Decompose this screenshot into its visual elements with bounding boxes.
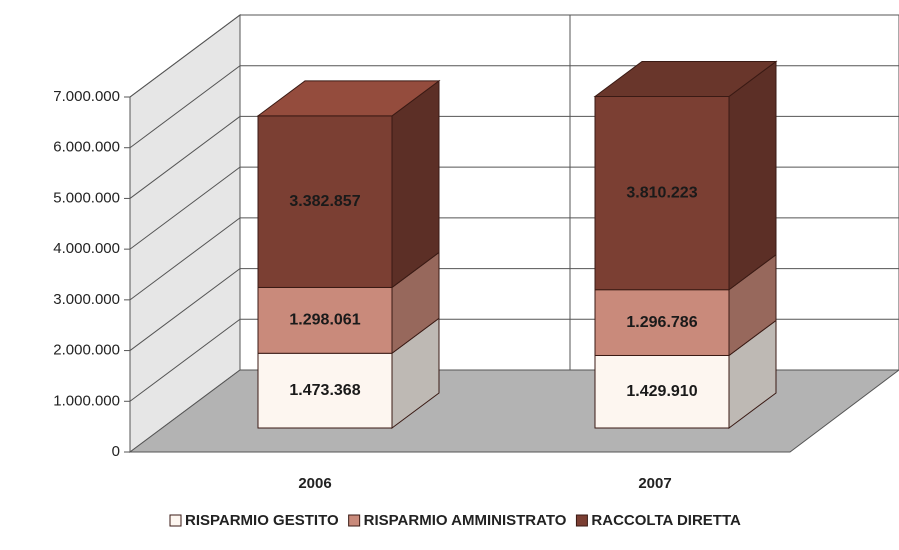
legend-swatch — [575, 514, 588, 527]
legend-item: RACCOLTA DIRETTA — [575, 512, 741, 529]
legend-item: RISPARMIO GESTITO — [169, 512, 339, 529]
y-tick-label: 4.000.000 — [53, 240, 120, 257]
bar — [257, 352, 393, 429]
bar-top — [256, 80, 441, 117]
bar-segment: 1.429.910 — [594, 319, 777, 429]
legend-label: RISPARMIO AMMINISTRATO — [364, 512, 567, 529]
value-label: 1.473.368 — [289, 382, 360, 399]
bar — [257, 115, 393, 288]
value-label: 3.382.857 — [289, 193, 360, 210]
y-tick-label: 0 — [112, 443, 120, 460]
y-tick-label: 1.000.000 — [53, 392, 120, 409]
y-tick-label: 2.000.000 — [53, 342, 120, 359]
legend-label: RACCOLTA DIRETTA — [591, 512, 741, 529]
value-label: 1.429.910 — [626, 383, 697, 400]
value-label: 1.296.786 — [626, 314, 697, 331]
legend: RISPARMIO GESTITO RISPARMIO AMMINISTRATO R… — [169, 512, 741, 529]
y-tick-label: 7.000.000 — [53, 88, 120, 105]
x-tick-label: 2007 — [638, 475, 671, 492]
bar — [594, 95, 730, 291]
legend-item: RISPARMIO AMMINISTRATO — [348, 512, 567, 529]
bar — [594, 289, 730, 356]
bar — [257, 286, 393, 354]
legend-label: RISPARMIO GESTITO — [185, 512, 339, 529]
bar-side — [728, 60, 777, 291]
y-tick-label: 3.000.000 — [53, 291, 120, 308]
bar-segment: 3.382.857 — [256, 79, 441, 289]
bar-segment: 1.473.368 — [257, 317, 440, 429]
bar-segment: 3.810.223 — [593, 60, 778, 291]
bar-side — [391, 79, 440, 289]
y-tick-label: 6.000.000 — [53, 139, 120, 156]
grid-line — [129, 14, 899, 98]
y-tick-label: 5.000.000 — [53, 189, 120, 206]
bars: 1.473.368 1.298.061 3.382.857 2006 1.429.910… — [256, 60, 778, 492]
bar-top — [593, 60, 778, 97]
value-label: 3.810.223 — [626, 184, 697, 201]
x-tick-label: 2006 — [298, 475, 331, 492]
bar-segment: 1.296.786 — [594, 253, 777, 357]
legend-swatch — [169, 514, 182, 527]
legend-swatch — [348, 514, 361, 527]
value-label: 1.298.061 — [289, 312, 360, 329]
bar-segment: 1.298.061 — [257, 251, 440, 355]
floor — [128, 369, 899, 453]
